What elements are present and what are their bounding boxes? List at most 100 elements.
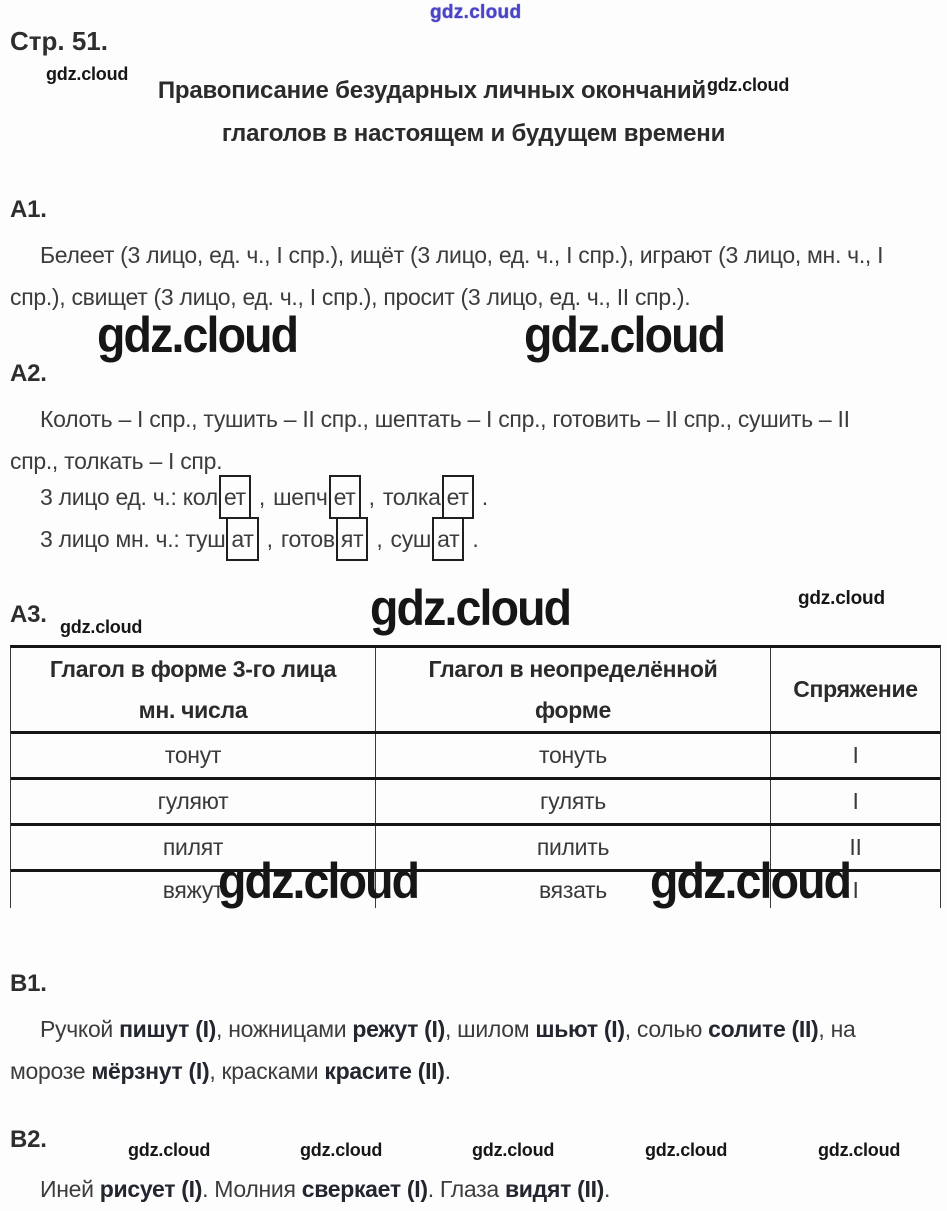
page-title-line2: глаголов в настоящем и будущем времени (221, 120, 726, 147)
verb-stem: готов (280, 526, 335, 552)
verb-ending-box: ет (218, 475, 251, 519)
cell-verb-3rd-plural: пилят (11, 826, 376, 869)
section-label-b2: B2. (10, 1126, 47, 1153)
cell-verb-infinitive: пилить (376, 826, 771, 869)
verb-with-conjugation: видят (II) (504, 1176, 605, 1202)
a2-line1: Колоть – I спр., тушить – II спр., шепта… (40, 406, 850, 432)
page-title-line1: Правописание безударных личных окончаний… (0, 70, 947, 113)
text-run: . Глаза (427, 1176, 505, 1202)
watermark-gdzcloud-large: gdz.cloud (650, 853, 852, 909)
table-header-conjugation: Спряжение (793, 676, 918, 702)
a1-answer-paragraph: Белеет (3 лицо, ед. ч., I спр.), ищёт (3… (10, 234, 947, 318)
verb-stem: суш (390, 526, 432, 552)
cell-conjugation: I (852, 876, 859, 903)
watermark-gdzcloud-large: gdz.cloud (97, 307, 299, 363)
verb-ending-box: ет (328, 475, 361, 519)
verb-with-conjugation: пишут (I) (119, 1016, 217, 1042)
separator: , (370, 526, 389, 552)
verb-stem: шепч (273, 484, 328, 510)
text-run: , шилом (444, 1016, 536, 1042)
a2-answer-paragraph: Колоть – I спр., тушить – II спр., шепта… (10, 398, 947, 482)
page-title-text: Правописание безударных личных окончаний (157, 77, 706, 104)
cell-conjugation: I (852, 742, 859, 768)
text-run: , на (818, 1016, 856, 1042)
cell-verb-3rd-plural: гуляют (11, 780, 376, 823)
watermark-gdzcloud: gdz.cloud (798, 588, 885, 609)
verb-with-conjugation: сверкает (I) (301, 1176, 428, 1202)
table-header-verb-infinitive: Глагол в неопределённой форме (376, 648, 771, 731)
watermark-gdzcloud: gdz.cloud (128, 1140, 211, 1160)
text-run: морозе (10, 1058, 92, 1084)
watermark-gdzcloud-top: gdz.cloud (430, 2, 522, 23)
separator: . (475, 484, 488, 510)
verb-stem: кол (182, 484, 218, 510)
watermark-gdzcloud: gdz.cloud (645, 1140, 728, 1160)
separator: , (252, 484, 272, 510)
a1-line1: Белеет (3 лицо, ед. ч., I спр.), ищёт (3… (40, 242, 884, 268)
text-run: , красками (209, 1058, 325, 1084)
text-run: . (604, 1176, 611, 1202)
table-row: пилят пилить II (11, 826, 940, 872)
section-label-a2: A2. (10, 360, 47, 387)
a2-line2: спр., толкать – I спр. (10, 448, 223, 474)
cell-verb-3rd-plural: тонут (11, 734, 376, 777)
conjugation-table: Глагол в форме 3-го лица мн. числа Глаго… (10, 645, 941, 908)
page-title: Правописание безударных личных окончаний… (0, 70, 947, 155)
watermark-row: gdz.cloud gdz.cloud gdz.cloud gdz.cloud … (0, 1140, 947, 1164)
watermark-gdzcloud: gdz.cloud (706, 75, 790, 95)
verb-ending-box: ят (335, 517, 369, 561)
watermark-gdzcloud: gdz.cloud (46, 64, 129, 84)
verb-with-conjugation: рисует (I) (99, 1176, 203, 1202)
verb-ending-box: ат (226, 517, 259, 561)
separator: , (362, 484, 381, 510)
watermark-gdzcloud: gdz.cloud (60, 617, 143, 637)
watermark-gdzcloud: gdz.cloud (818, 1140, 901, 1160)
cell-verb-infinitive: тонуть (376, 734, 771, 777)
verb-ending-box: ат (432, 517, 465, 561)
verb-ending-box: ет (441, 475, 474, 519)
endings-line-prefix: 3 лицо мн. ч.: (40, 526, 186, 552)
watermark-gdzcloud: gdz.cloud (300, 1140, 383, 1160)
text-run: Иней (40, 1176, 100, 1202)
a2-plural-endings-line: 3 лицо мн. ч.: туш ат , готов ят , суш ат . (10, 517, 481, 561)
text-run: . Молния (202, 1176, 302, 1202)
b2-line1: Иней рисует (I). Молния сверкает (I). Гл… (10, 1168, 947, 1210)
separator: . (466, 526, 479, 552)
verb-with-conjugation: мёрзнут (I) (91, 1058, 210, 1084)
text-run: , солью (624, 1016, 709, 1042)
verb-with-conjugation: солите (II) (708, 1016, 819, 1042)
section-label-a1: A1. (10, 196, 47, 223)
watermark-gdzcloud: gdz.cloud (472, 1140, 555, 1160)
cell-verb-infinitive: гулять (376, 780, 771, 823)
cell-conjugation: II (849, 834, 862, 860)
table-row: гуляют гулять I (11, 780, 940, 826)
verb-with-conjugation: режут (I) (352, 1016, 445, 1042)
b2-answer-paragraph: Иней рисует (I). Молния сверкает (I). Гл… (10, 1168, 947, 1210)
cell-conjugation: I (852, 788, 859, 814)
section-label-a3: A3. (10, 601, 47, 628)
table-header-verb-3rd-plural: Глагол в форме 3-го лица мн. числа (11, 648, 376, 731)
section-label-b1: B1. (10, 970, 47, 997)
table-row: тонут тонуть I (11, 734, 940, 780)
cell-verb-3rd-plural: вяжут (11, 872, 376, 908)
verb-stem: туш (185, 526, 226, 552)
page-number-header: Стр. 51. (10, 26, 108, 56)
text-run: . (444, 1058, 451, 1084)
text-run: , ножницами (216, 1016, 353, 1042)
endings-line-prefix: 3 лицо ед. ч.: (40, 484, 183, 510)
table-header-row: Глагол в форме 3-го лица мн. числа Глаго… (11, 648, 940, 734)
b1-line2: морозе мёрзнут (I), красками красите (II… (10, 1050, 947, 1092)
watermark-gdzcloud-large: gdz.cloud (218, 853, 420, 909)
b1-answer-paragraph: Ручкой пишут (I), ножницами режут (I), ш… (10, 1008, 947, 1092)
verb-stem: толка (382, 484, 441, 510)
a1-line2: спр.), свищет (3 лицо, ед. ч., I спр.), … (10, 284, 691, 310)
b1-line1: Ручкой пишут (I), ножницами режут (I), ш… (10, 1008, 947, 1050)
text-run: Ручкой (40, 1016, 120, 1042)
verb-with-conjugation: красите (II) (324, 1058, 445, 1084)
separator: , (260, 526, 279, 552)
watermark-gdzcloud-large: gdz.cloud (370, 580, 572, 636)
cell-verb-infinitive: вязать (376, 872, 771, 908)
watermark-gdzcloud-large: gdz.cloud (524, 307, 726, 363)
